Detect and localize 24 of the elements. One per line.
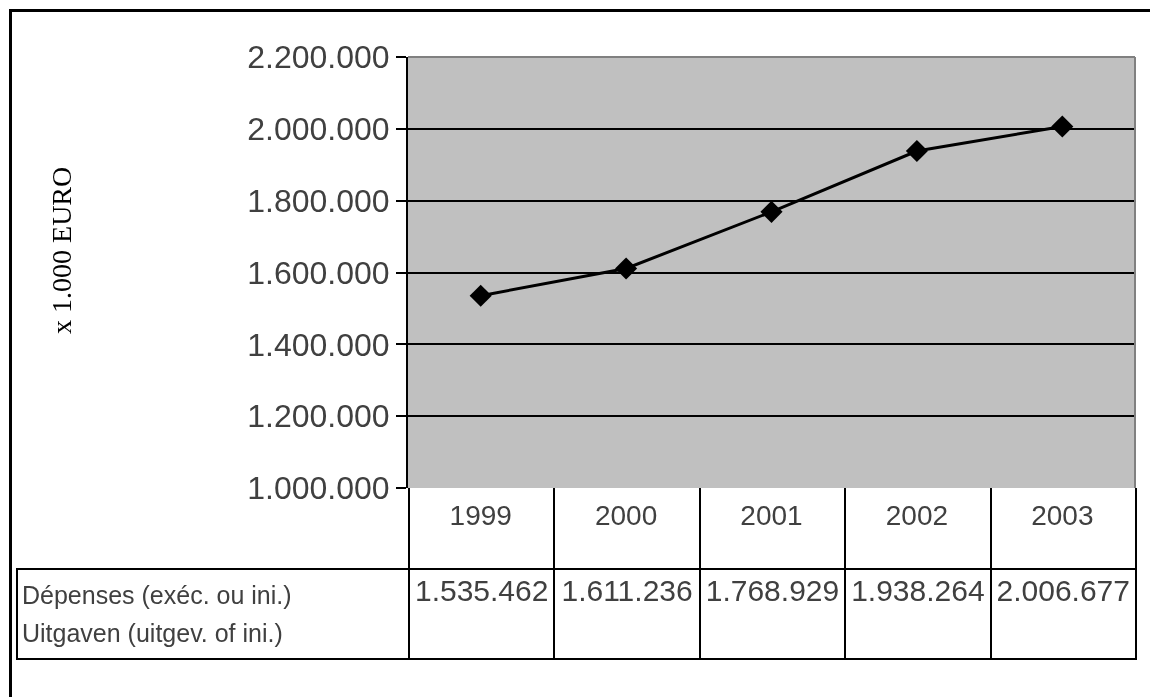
y-tick-label: 2.200.000 [247,39,390,76]
data-label: 1.611.236 [555,570,701,658]
y-tick-label: 1.600.000 [247,254,390,291]
point [905,139,928,163]
x-tick-label: 2001 [740,500,803,531]
y-tick-label: 1.800.000 [247,182,390,219]
data-label: 1.768.929 [700,570,847,658]
data-label: 1.938.264 [846,570,992,658]
x-tick-label: 1999 [449,500,512,531]
x-tick-label: 2000 [594,500,658,531]
data-label: 2.006.677 [991,570,1137,658]
data-label: 1.535.462 [410,570,556,658]
y-tick-label: 1.400.000 [247,326,390,363]
text: Dépenses (exéc. ou ini.) Uitgaven (uitgev. of ini.) [18,570,410,658]
point [469,284,492,307]
point [615,257,638,280]
y-tick-label: 1.200.000 [247,398,390,435]
text: x 1.000 EURO [46,166,78,334]
y-tick-label: 2.000.000 [247,111,390,148]
point [760,200,783,223]
y-tick-label: 1.000.000 [247,470,390,507]
x-tick-label: 2002 [885,500,949,531]
x-tick-label: 2003 [1031,500,1094,531]
point [1051,115,1074,138]
